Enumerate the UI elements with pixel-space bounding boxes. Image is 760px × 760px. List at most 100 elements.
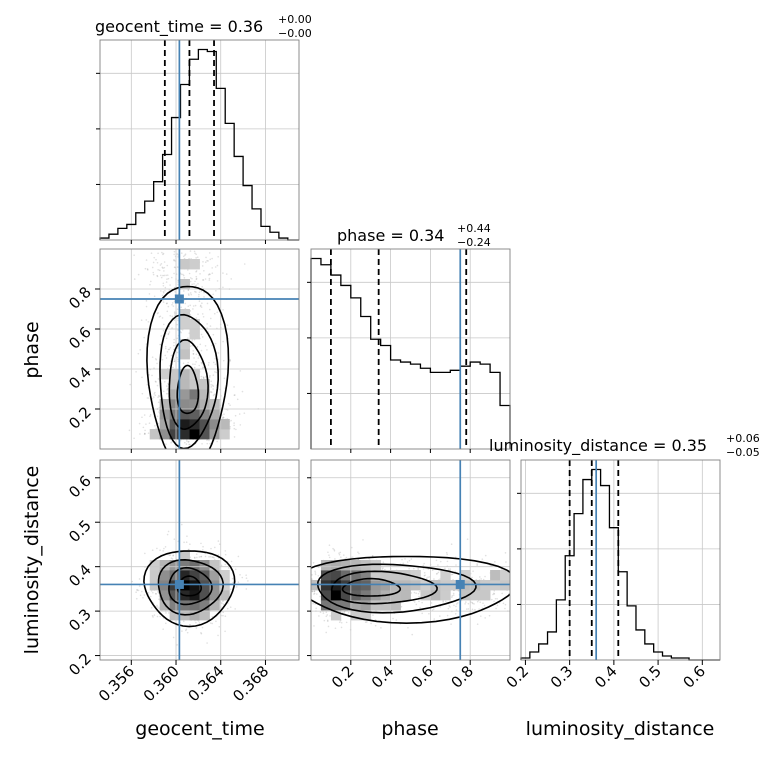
density-cell-geocent-time-vs-luminosity-distance — [199, 590, 210, 601]
scatter-point-phase-vs-luminosity-distance — [316, 593, 318, 595]
density-cell-geocent-time-vs-luminosity-distance — [189, 570, 200, 581]
density-cell-phase-vs-luminosity-distance — [370, 570, 382, 581]
scatter-point-geocent-time-vs-phase — [160, 290, 162, 292]
scatter-point-geocent-time-vs-phase — [143, 432, 146, 435]
scatter-point-geocent-time-vs-phase — [214, 363, 217, 366]
scatter-point-geocent-time-vs-phase — [214, 342, 217, 345]
scatter-point-geocent-time-vs-phase — [234, 394, 236, 396]
scatter-point-geocent-time-vs-luminosity-distance — [189, 543, 191, 546]
scatter-point-phase-vs-luminosity-distance — [323, 619, 326, 622]
scatter-point-geocent-time-vs-luminosity-distance — [196, 556, 198, 559]
density-cell-geocent-time-vs-luminosity-distance — [209, 570, 220, 581]
scatter-point-geocent-time-vs-phase — [137, 273, 140, 276]
scatter-point-geocent-time-vs-phase — [145, 423, 147, 425]
scatter-point-geocent-time-vs-phase — [141, 416, 143, 419]
scatter-point-geocent-time-vs-phase — [170, 441, 172, 444]
scatter-point-geocent-time-vs-phase — [212, 388, 214, 390]
density-cell-phase-vs-luminosity-distance — [340, 600, 352, 611]
scatter-point-phase-vs-luminosity-distance — [496, 604, 499, 607]
scatter-point-geocent-time-vs-phase — [161, 266, 164, 269]
scatter-point-geocent-time-vs-phase — [153, 256, 156, 259]
density-cell-geocent-time-vs-phase — [189, 329, 200, 340]
scatter-point-geocent-time-vs-phase — [206, 323, 208, 325]
scatter-point-geocent-time-vs-phase — [176, 351, 179, 354]
density-cell-phase-vs-luminosity-distance — [410, 570, 421, 581]
scatter-point-geocent-time-vs-phase — [154, 391, 156, 394]
scatter-point-geocent-time-vs-phase — [153, 393, 156, 395]
density-cell-geocent-time-vs-luminosity-distance — [169, 570, 180, 581]
scatter-point-geocent-time-vs-phase — [173, 344, 175, 347]
scatter-point-geocent-time-vs-luminosity-distance — [158, 607, 160, 610]
scatter-point-phase-vs-luminosity-distance — [381, 568, 384, 570]
scatter-point-phase-vs-luminosity-distance — [406, 561, 409, 563]
scatter-point-phase-vs-luminosity-distance — [480, 578, 482, 580]
scatter-point-phase-vs-luminosity-distance — [366, 621, 368, 623]
scatter-point-geocent-time-vs-phase — [166, 264, 169, 267]
scatter-point-geocent-time-vs-phase — [203, 296, 205, 298]
scatter-point-phase-vs-luminosity-distance — [442, 600, 444, 603]
density-cell-phase-vs-luminosity-distance — [380, 570, 391, 581]
scatter-point-geocent-time-vs-phase — [188, 272, 191, 275]
density-cell-geocent-time-vs-luminosity-distance — [209, 590, 220, 601]
scatter-point-geocent-time-vs-phase — [200, 333, 203, 336]
scatter-point-geocent-time-vs-phase — [208, 273, 211, 275]
scatter-point-phase-vs-luminosity-distance — [450, 623, 452, 625]
scatter-point-phase-vs-luminosity-distance — [474, 608, 476, 611]
scatter-point-phase-vs-luminosity-distance — [423, 562, 425, 565]
density-cell-geocent-time-vs-phase — [159, 399, 171, 410]
density-cell-phase-vs-luminosity-distance — [380, 600, 391, 611]
scatter-point-phase-vs-luminosity-distance — [332, 547, 334, 550]
density-cell-geocent-time-vs-phase — [179, 279, 190, 290]
scatter-point-geocent-time-vs-luminosity-distance — [221, 600, 224, 603]
scatter-point-geocent-time-vs-phase — [153, 295, 156, 298]
scatter-point-geocent-time-vs-luminosity-distance — [200, 542, 202, 545]
scatter-point-geocent-time-vs-phase — [162, 267, 164, 269]
scatter-point-geocent-time-vs-phase — [222, 416, 225, 419]
scatter-point-geocent-time-vs-phase — [233, 394, 236, 396]
scatter-point-geocent-time-vs-phase — [181, 273, 184, 276]
scatter-point-phase-vs-luminosity-distance — [408, 567, 410, 570]
scatter-point-geocent-time-vs-phase — [200, 375, 203, 378]
density-cell-geocent-time-vs-phase — [179, 339, 190, 350]
scatter-point-geocent-time-vs-phase — [195, 253, 197, 256]
scatter-point-phase-vs-luminosity-distance — [319, 595, 321, 598]
scatter-point-geocent-time-vs-luminosity-distance — [156, 547, 158, 550]
scatter-point-phase-vs-luminosity-distance — [351, 556, 354, 558]
density-cell-geocent-time-vs-luminosity-distance — [169, 590, 180, 601]
scatter-point-geocent-time-vs-luminosity-distance — [215, 620, 217, 623]
scatter-point-geocent-time-vs-phase — [184, 254, 186, 257]
density-cell-phase-vs-luminosity-distance — [460, 570, 471, 581]
scatter-point-geocent-time-vs-phase — [203, 291, 205, 294]
scatter-point-geocent-time-vs-phase — [162, 252, 165, 255]
scatter-point-geocent-time-vs-phase — [174, 314, 176, 316]
scatter-point-geocent-time-vs-luminosity-distance — [217, 634, 219, 637]
scatter-point-geocent-time-vs-luminosity-distance — [230, 560, 233, 563]
scatter-point-geocent-time-vs-luminosity-distance — [181, 523, 183, 526]
scatter-point-geocent-time-vs-phase — [197, 313, 199, 315]
scatter-point-phase-vs-luminosity-distance — [313, 593, 315, 595]
scatter-point-geocent-time-vs-phase — [212, 394, 215, 397]
scatter-point-geocent-time-vs-phase — [215, 290, 217, 292]
density-cell-geocent-time-vs-phase — [199, 409, 210, 420]
scatter-point-geocent-time-vs-phase — [167, 332, 170, 335]
scatter-point-phase-vs-luminosity-distance — [340, 556, 342, 558]
scatter-point-geocent-time-vs-phase — [211, 344, 213, 347]
scatter-point-geocent-time-vs-luminosity-distance — [149, 595, 152, 598]
scatter-point-geocent-time-vs-phase — [214, 371, 216, 373]
scatter-point-geocent-time-vs-phase — [233, 424, 235, 427]
scatter-point-geocent-time-vs-phase — [227, 402, 230, 405]
density-cell-geocent-time-vs-luminosity-distance — [219, 570, 230, 581]
scatter-point-phase-vs-luminosity-distance — [454, 612, 457, 615]
scatter-point-geocent-time-vs-phase — [182, 274, 185, 277]
density-cell-phase-vs-luminosity-distance — [440, 590, 451, 601]
density-cell-geocent-time-vs-phase — [169, 389, 180, 400]
scatter-point-geocent-time-vs-phase — [226, 409, 229, 411]
scatter-point-geocent-time-vs-luminosity-distance — [135, 597, 138, 600]
scatter-point-geocent-time-vs-phase — [159, 264, 162, 266]
scatter-point-geocent-time-vs-phase — [201, 313, 204, 315]
scatter-point-geocent-time-vs-luminosity-distance — [158, 598, 160, 601]
scatter-point-phase-vs-luminosity-distance — [417, 567, 419, 570]
scatter-point-geocent-time-vs-phase — [204, 345, 207, 347]
scatter-point-phase-vs-luminosity-distance — [371, 555, 374, 557]
scatter-point-geocent-time-vs-phase — [173, 250, 176, 253]
